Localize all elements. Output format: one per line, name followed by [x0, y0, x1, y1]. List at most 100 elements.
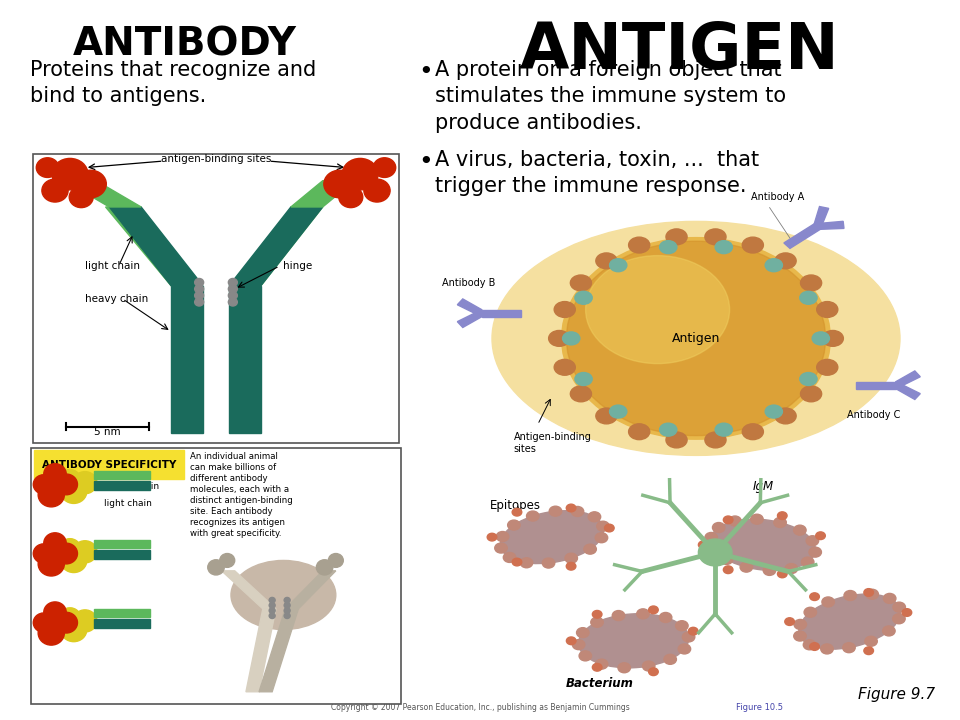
Circle shape [636, 609, 649, 618]
Circle shape [592, 663, 602, 671]
Circle shape [570, 275, 591, 291]
Text: Epitopes: Epitopes [490, 499, 540, 512]
Circle shape [775, 408, 796, 424]
Circle shape [195, 279, 204, 287]
Circle shape [660, 240, 677, 253]
Bar [94, 550, 151, 559]
Text: Antigen-binding
sites: Antigen-binding sites [514, 432, 591, 454]
Circle shape [36, 158, 59, 177]
Circle shape [742, 237, 763, 253]
Circle shape [612, 611, 625, 621]
Circle shape [864, 647, 874, 654]
Circle shape [586, 256, 730, 364]
Text: A virus, bacteria, toxin, ...  that
trigger the immune response.: A virus, bacteria, toxin, ... that trigg… [435, 150, 759, 197]
Circle shape [575, 372, 592, 385]
Circle shape [715, 423, 732, 436]
Circle shape [513, 508, 522, 516]
Circle shape [55, 543, 78, 564]
Circle shape [503, 552, 516, 562]
Circle shape [566, 637, 576, 644]
Circle shape [794, 631, 806, 641]
Circle shape [577, 628, 589, 638]
Circle shape [73, 610, 97, 632]
Polygon shape [222, 571, 276, 609]
Text: antigen-binding sites: antigen-binding sites [161, 154, 271, 164]
Circle shape [75, 170, 107, 198]
Circle shape [269, 603, 276, 608]
Circle shape [496, 531, 509, 541]
Circle shape [822, 597, 834, 607]
Text: Antibody C: Antibody C [847, 410, 900, 420]
Circle shape [705, 432, 726, 448]
Circle shape [778, 512, 787, 520]
Circle shape [724, 516, 733, 523]
Circle shape [565, 553, 578, 563]
Circle shape [60, 608, 81, 627]
Circle shape [566, 504, 576, 512]
Circle shape [195, 285, 204, 293]
Circle shape [804, 640, 816, 649]
Circle shape [34, 613, 55, 632]
Ellipse shape [799, 594, 900, 649]
Circle shape [228, 279, 237, 287]
Circle shape [60, 539, 81, 558]
Circle shape [806, 536, 819, 546]
Circle shape [843, 643, 855, 652]
Circle shape [588, 512, 601, 522]
Circle shape [629, 424, 650, 440]
Polygon shape [64, 181, 141, 207]
Circle shape [765, 258, 782, 271]
Circle shape [800, 372, 817, 385]
Circle shape [55, 474, 78, 495]
Circle shape [513, 558, 522, 566]
Circle shape [729, 516, 741, 526]
Bar [171, 286, 203, 433]
Circle shape [38, 482, 64, 507]
Bar [94, 481, 151, 490]
Circle shape [902, 608, 912, 616]
Circle shape [804, 607, 817, 617]
Circle shape [699, 539, 732, 566]
Circle shape [563, 332, 580, 345]
Polygon shape [896, 371, 921, 389]
Polygon shape [229, 207, 323, 286]
Circle shape [284, 598, 290, 603]
Circle shape [882, 626, 895, 636]
Text: Proteins that recognize and
bind to antigens.: Proteins that recognize and bind to anti… [30, 60, 316, 107]
Circle shape [60, 549, 86, 572]
Circle shape [821, 644, 833, 654]
Circle shape [38, 552, 64, 576]
Circle shape [775, 253, 796, 269]
Circle shape [44, 533, 66, 554]
Circle shape [373, 158, 396, 177]
Polygon shape [856, 382, 896, 389]
Circle shape [742, 424, 763, 440]
Circle shape [801, 275, 822, 291]
Circle shape [865, 636, 877, 647]
Circle shape [554, 302, 575, 318]
Circle shape [34, 544, 55, 563]
Circle shape [508, 520, 520, 530]
Circle shape [705, 533, 717, 542]
Circle shape [44, 602, 66, 623]
Circle shape [666, 229, 687, 245]
Polygon shape [285, 571, 336, 609]
Ellipse shape [579, 613, 688, 668]
Circle shape [785, 618, 795, 626]
Circle shape [549, 330, 570, 346]
Bar [94, 609, 151, 618]
Text: ANTIGEN: ANTIGEN [520, 20, 840, 82]
Circle shape [660, 423, 677, 436]
Circle shape [893, 613, 905, 624]
Circle shape [526, 511, 539, 521]
Circle shape [38, 621, 64, 645]
Circle shape [676, 621, 688, 631]
Circle shape [794, 525, 806, 535]
Circle shape [42, 179, 68, 202]
Polygon shape [482, 310, 521, 317]
Circle shape [683, 632, 695, 642]
Ellipse shape [500, 510, 604, 564]
Circle shape [284, 613, 290, 618]
Circle shape [817, 359, 838, 375]
Circle shape [801, 386, 822, 402]
